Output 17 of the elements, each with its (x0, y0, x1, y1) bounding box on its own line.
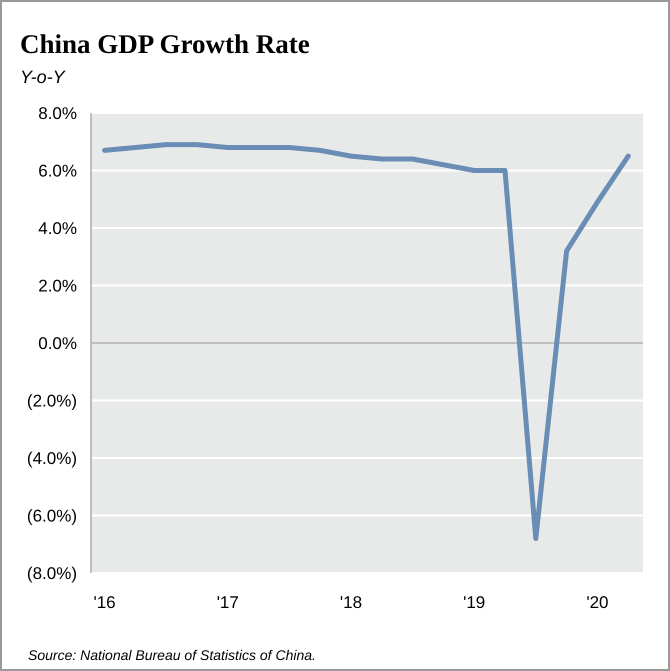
y-tick-label: 8.0% (38, 104, 77, 123)
chart-title: China GDP Growth Rate (20, 29, 310, 59)
x-tick-label: '17 (216, 593, 239, 612)
y-tick-label: 2.0% (38, 276, 77, 296)
x-tick-label: '16 (93, 593, 116, 612)
y-tick-label: 6.0% (38, 162, 77, 180)
x-tick-label: '18 (340, 593, 362, 612)
x-tick-label: '19 (463, 593, 486, 612)
y-tick-label: 0.0% (38, 334, 77, 353)
y-tick-label: (6.0%) (26, 506, 77, 526)
y-tick-label: 4.0% (38, 219, 77, 238)
y-tick-label: (8.0%) (26, 564, 77, 583)
chart-subtitle: Y-o-Y (20, 67, 67, 87)
y-tick-label: (4.0%) (26, 449, 77, 468)
x-tick-label: '20 (586, 593, 608, 612)
source-note: Source: National Bureau of Statistics of China. (28, 647, 316, 663)
y-tick-label: (2.0%) (26, 392, 77, 410)
